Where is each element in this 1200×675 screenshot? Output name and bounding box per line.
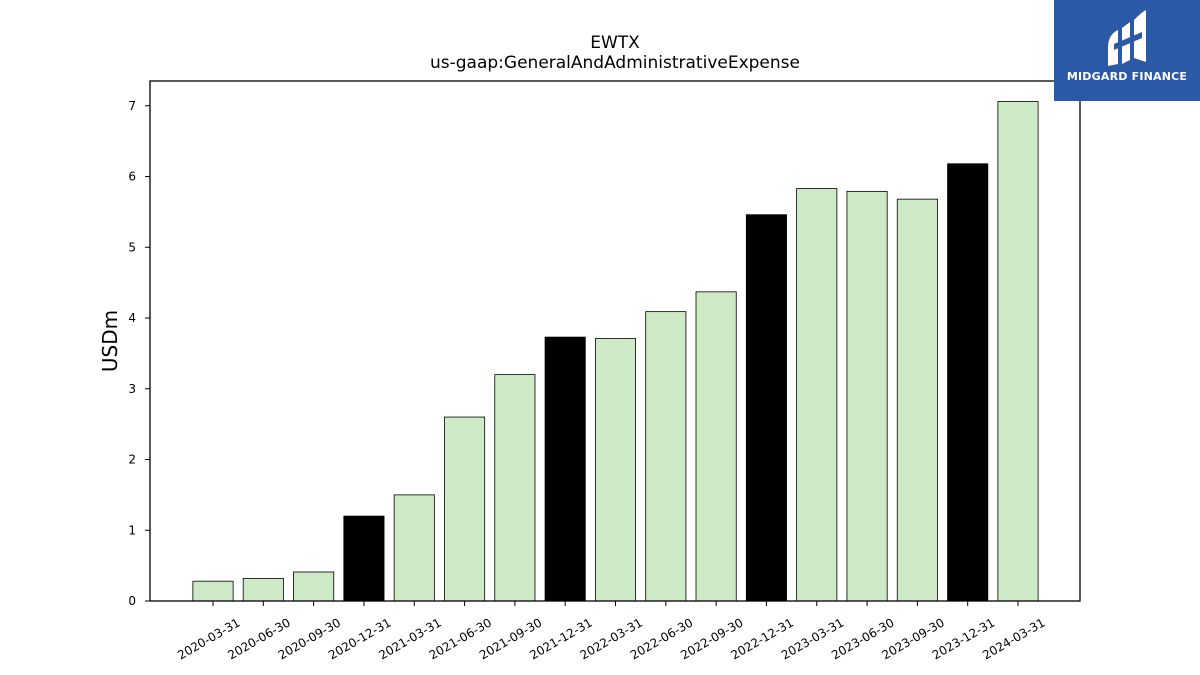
y-axis-ticks: 0 1 2 3 4 5 6 7 xyxy=(128,99,150,608)
y-tick-label: 4 xyxy=(128,311,136,325)
bar-2022-09-30 xyxy=(695,291,737,602)
bar-2023-12-31 xyxy=(947,163,989,602)
plot-frame xyxy=(149,80,1081,602)
bar-2021-06-30 xyxy=(444,416,486,602)
x-axis-ticks: 2020-03-312020-06-302020-09-302020-12-31… xyxy=(175,601,1048,662)
bar-2023-09-30 xyxy=(896,198,938,602)
bar-2022-12-31 xyxy=(745,214,787,602)
bar-2021-03-31 xyxy=(393,494,435,602)
y-tick-label: 0 xyxy=(128,594,136,608)
y-tick-label: 7 xyxy=(128,99,136,113)
bar-2020-06-30 xyxy=(242,577,284,602)
bar-2021-09-30 xyxy=(494,374,536,602)
midgard-logo-icon xyxy=(1108,10,1146,66)
logo-text: MIDGARD FINANCE xyxy=(1066,70,1188,83)
brand-logo: MIDGARD FINANCE xyxy=(1054,0,1200,101)
bar-2022-06-30 xyxy=(645,311,687,602)
y-tick-label: 5 xyxy=(128,240,136,254)
y-tick-label: 2 xyxy=(128,453,136,467)
chart-subtitle: us-gaap:GeneralAndAdministrativeExpense xyxy=(430,53,800,73)
bar-2020-03-31 xyxy=(192,580,234,602)
y-tick-label: 1 xyxy=(128,523,136,537)
bar-2024-03-31 xyxy=(997,101,1039,602)
y-axis-label: USDm xyxy=(98,310,122,372)
chart-title: EWTX xyxy=(590,33,640,53)
bar-2020-09-30 xyxy=(293,571,335,602)
y-tick-label: 3 xyxy=(128,382,136,396)
bars-group xyxy=(192,101,1039,602)
y-tick-label: 6 xyxy=(128,170,136,184)
bar-2023-06-30 xyxy=(846,190,888,602)
bar-2021-12-31 xyxy=(544,336,586,602)
bar-2022-03-31 xyxy=(594,338,637,602)
bar-2020-12-31 xyxy=(343,515,385,602)
bar-2023-03-31 xyxy=(796,188,838,602)
